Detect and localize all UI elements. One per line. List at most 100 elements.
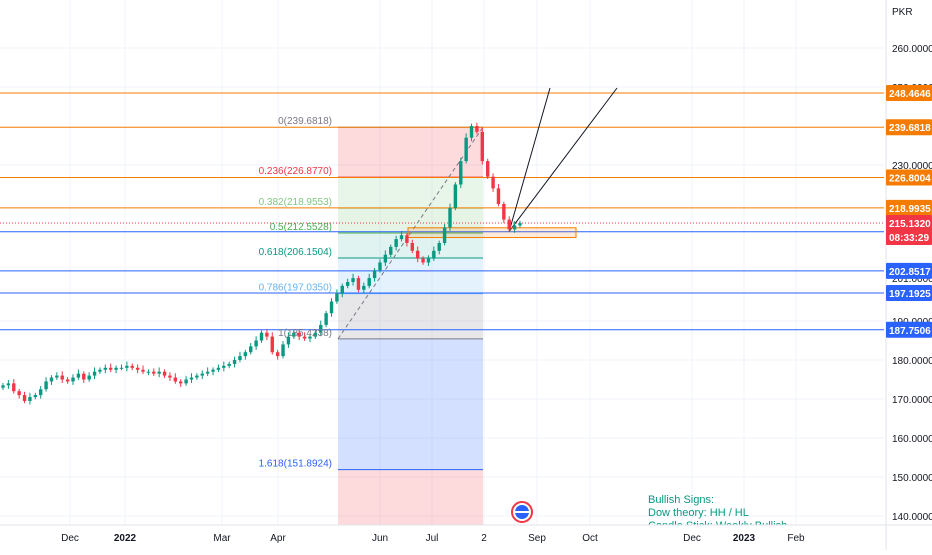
candle (362, 282, 366, 294)
candle-body (184, 379, 188, 384)
candle (222, 361, 226, 372)
candle (319, 320, 323, 337)
price-axis-tick: 230.0000 (892, 161, 932, 172)
price-axis-tick: 170.0000 (892, 395, 932, 406)
candle (421, 256, 425, 265)
candle (173, 373, 178, 384)
time-axis-label: 2023 (733, 533, 756, 544)
candle-body (82, 373, 86, 380)
candle-body (319, 324, 323, 333)
candle-body (281, 344, 285, 357)
candle (324, 310, 328, 328)
candle-body (485, 161, 490, 177)
price-tag: 218.9935 (886, 199, 932, 216)
candle (49, 375, 54, 385)
candle-body (103, 367, 108, 370)
candle-body (146, 371, 151, 373)
us-flag-icon (511, 501, 533, 523)
candle-body (480, 131, 485, 162)
price-tag-bg (886, 284, 932, 301)
time-axis-label: Jul (426, 533, 439, 544)
candle-body (168, 375, 172, 378)
candle-body (453, 184, 458, 208)
candle (389, 244, 393, 258)
time-axis-label: Feb (787, 533, 805, 544)
candle-body (227, 363, 231, 366)
candle (71, 374, 75, 385)
candle (378, 259, 382, 273)
candle-body (362, 285, 366, 290)
support-zone-box (407, 227, 577, 239)
candle-body (275, 352, 280, 357)
fib-zone (338, 127, 483, 178)
candle-body (340, 285, 344, 294)
candle-body (459, 161, 463, 185)
candle (82, 371, 86, 384)
candle-body (98, 369, 102, 372)
candle (367, 273, 371, 289)
candle-body (141, 369, 145, 372)
fib-trend-line (337, 126, 484, 340)
candle (184, 376, 188, 386)
candle (114, 365, 118, 374)
candle (426, 255, 431, 267)
candle (383, 250, 388, 267)
candle-body (114, 367, 118, 370)
candle (141, 365, 145, 375)
candle-body (383, 254, 388, 263)
price-tag-label: 197.1925 (889, 289, 931, 300)
candle (372, 267, 377, 282)
candle-body (71, 377, 75, 382)
candle-body (313, 332, 318, 337)
candle (238, 351, 242, 363)
candle (340, 283, 344, 298)
last-price-value: 215.1320 (889, 219, 931, 230)
candle-body (448, 207, 452, 228)
candle (243, 349, 248, 360)
candle (496, 184, 501, 207)
candle (195, 373, 199, 380)
candle-body (507, 219, 511, 230)
candle (6, 380, 11, 389)
candle (211, 367, 215, 376)
fib-level-label: 0.618(206.1504) (259, 247, 332, 258)
candle-body (372, 270, 377, 279)
candle-body (356, 278, 361, 290)
candle-body (130, 365, 134, 368)
time-axis-label: Dec (61, 533, 79, 544)
candle (275, 349, 280, 360)
candle (518, 220, 522, 228)
price-tag-label: 226.8004 (889, 173, 931, 184)
candle (297, 329, 301, 341)
candle (281, 341, 285, 359)
candle (254, 336, 258, 350)
candle-body (60, 375, 64, 380)
candle (286, 332, 291, 348)
candle-body (211, 369, 215, 372)
candle (33, 392, 38, 400)
candle-body (367, 278, 371, 286)
candle-body (55, 375, 59, 378)
candle-body (421, 258, 425, 263)
candle (292, 330, 296, 339)
candle-body (324, 313, 328, 325)
price-axis-tick-hidden: 201.0000 (892, 274, 932, 285)
price-tag-bg (886, 321, 932, 338)
time-axis-label: Dec (683, 533, 701, 544)
price-tag: 197.1925 (886, 284, 932, 301)
candle-body (162, 371, 167, 376)
candle (302, 332, 307, 341)
candle (432, 246, 436, 261)
candle (227, 361, 231, 369)
time-axis-label: Mar (213, 533, 231, 544)
candle-body (152, 371, 156, 374)
price-tags: 248.4646239.6818226.8004218.9935212.8958… (886, 84, 932, 338)
price-tag-bg (886, 262, 932, 279)
candle-body (442, 227, 447, 243)
candle (103, 364, 108, 374)
candle (270, 332, 274, 355)
price-axis-tick: 150.0000 (892, 473, 932, 484)
price-tag: 226.8004 (886, 169, 932, 186)
